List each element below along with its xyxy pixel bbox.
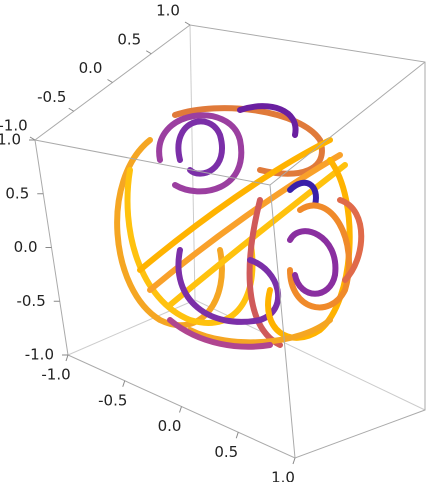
- tick-label: -1.0: [25, 346, 54, 364]
- tick-label: -0.5: [37, 88, 66, 106]
- tick-label: -1.0: [41, 366, 70, 384]
- tick-mark: [145, 50, 152, 55]
- tick-label: 0.5: [117, 30, 141, 48]
- tick-mark: [292, 457, 296, 465]
- tick-mark: [184, 21, 191, 26]
- tick-mark: [107, 79, 113, 83]
- box-edges: [34, 24, 426, 459]
- tick-label: 1.0: [156, 2, 180, 20]
- tick-label: 0.5: [214, 443, 238, 461]
- curves: [114, 103, 365, 350]
- tick-mark: [68, 107, 75, 112]
- tick-mark: [122, 380, 126, 387]
- tick-label: -0.5: [98, 391, 127, 409]
- tick-mark: [65, 354, 69, 362]
- tick-label: 0.0: [79, 59, 103, 77]
- tick-label: 0.5: [5, 184, 29, 202]
- tick-label: 1.0: [271, 469, 295, 482]
- tick-label: 0.0: [14, 238, 38, 256]
- tick-label: -1.0: [0, 117, 28, 135]
- tick-label: 0.0: [158, 417, 182, 435]
- tick-label: 1.0: [0, 131, 21, 149]
- tick-label: -0.5: [16, 292, 45, 310]
- tick-mark: [179, 406, 182, 413]
- tick-mark: [235, 432, 239, 439]
